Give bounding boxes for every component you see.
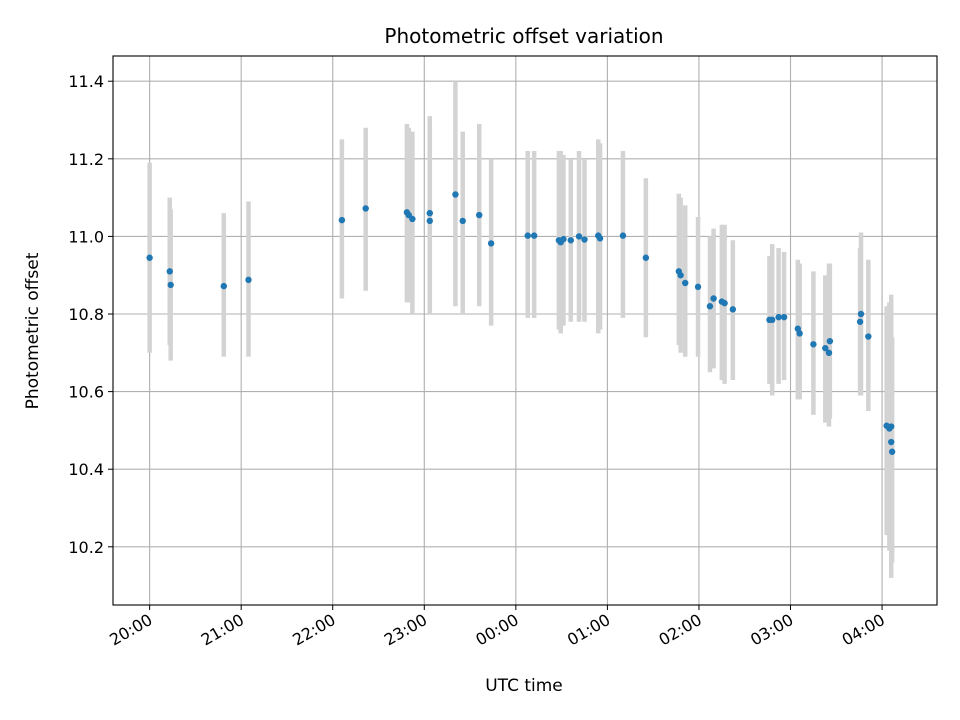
data-point (822, 344, 829, 352)
axes-frame (112, 55, 938, 606)
data-point (721, 299, 728, 307)
data-point (338, 216, 346, 224)
data-point (826, 337, 834, 345)
data-point (362, 205, 369, 212)
data-point (888, 438, 895, 446)
y-tick-label: 10.6 (68, 383, 104, 402)
data-point (706, 303, 714, 310)
data-point (426, 209, 433, 217)
data-point (409, 215, 416, 223)
data-point (857, 310, 865, 318)
data-point (146, 254, 153, 261)
data-point (524, 232, 531, 239)
data-point (780, 313, 788, 321)
data-point (476, 211, 483, 219)
data-points (146, 191, 896, 455)
chart-title: Photometric offset variation (384, 24, 663, 48)
data-point (426, 217, 433, 225)
data-point (245, 276, 252, 284)
y-tick-label: 11.4 (68, 72, 104, 91)
x-axis-title: UTC time (485, 676, 563, 696)
y-tick-label: 10.2 (68, 538, 104, 557)
data-point (888, 448, 896, 455)
data-point (710, 295, 717, 302)
data-point (677, 272, 684, 279)
data-point (220, 282, 227, 290)
data-point (694, 283, 702, 291)
data-point (596, 235, 604, 242)
data-point (619, 232, 627, 239)
data-point (810, 341, 817, 348)
data-point (888, 423, 895, 430)
y-tick-label: 10.4 (68, 460, 104, 479)
data-point (575, 233, 583, 240)
y-axis-ticks: 10.2 10.4 10.6 10.8 11.0 11.2 11.4 (68, 72, 113, 557)
data-point (567, 237, 574, 244)
y-tick-label: 11.0 (68, 227, 104, 246)
data-point (642, 254, 650, 261)
y-tick-label: 10.8 (68, 305, 104, 324)
data-point (459, 217, 466, 225)
data-point (166, 268, 173, 275)
data-point (682, 279, 689, 287)
data-point (452, 191, 459, 198)
data-point (825, 349, 833, 357)
data-point (865, 333, 872, 340)
data-point (487, 240, 495, 247)
data-point (856, 318, 864, 325)
data-point (530, 232, 538, 239)
data-point (581, 236, 588, 243)
data-point (167, 281, 174, 289)
data-point (560, 235, 567, 243)
y-tick-label: 11.2 (68, 150, 104, 169)
data-point (769, 316, 776, 324)
data-point (775, 313, 782, 321)
data-point (729, 306, 737, 313)
y-axis-title: Photometric offset (23, 252, 43, 409)
data-point (796, 330, 803, 337)
